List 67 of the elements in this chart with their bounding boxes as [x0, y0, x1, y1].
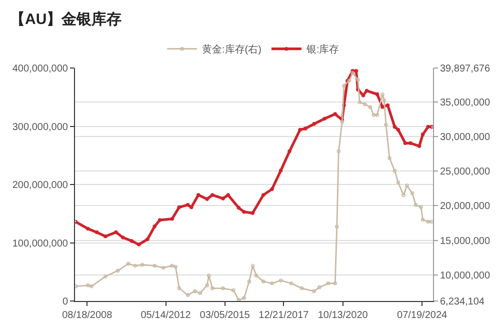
point: [392, 124, 397, 129]
point: [278, 168, 283, 172]
y2-tick-label: 6,234,104: [440, 296, 485, 308]
point: [288, 149, 292, 154]
point: [354, 69, 358, 73]
point: [303, 126, 308, 130]
x-tick-label: 07/19/2024: [397, 310, 448, 321]
y2-tick-label: 10,000,000: [440, 270, 490, 282]
point: [333, 112, 338, 116]
point: [250, 211, 255, 215]
y-tick-label: 100,000,000: [12, 238, 68, 250]
point: [322, 116, 326, 121]
point: [417, 144, 422, 148]
y2-tick-label: 20,000,000: [440, 201, 490, 212]
x-tick-label: 05/14/2012: [140, 310, 192, 321]
point: [158, 218, 162, 222]
point: [104, 234, 108, 238]
point: [121, 236, 125, 240]
point: [380, 105, 384, 109]
x-tick-label: 10/13/2020: [318, 310, 368, 321]
y2-tick-label: 25,000,000: [440, 166, 490, 178]
y2-tick-label: 15,000,000: [440, 236, 490, 247]
y2-tick-label: 35,000,000: [440, 97, 490, 108]
point: [364, 88, 369, 93]
y2-tick-label: 39,897,676: [440, 64, 490, 74]
point: [186, 202, 190, 207]
point: [146, 237, 150, 242]
x-tick-label: 03/05/2015: [200, 310, 250, 321]
x-tick-label: 08/18/2008: [62, 310, 113, 321]
point: [75, 220, 78, 224]
y-tick-label: 0: [62, 296, 68, 308]
point: [226, 193, 230, 197]
y-tick-label: 400,000,000: [12, 64, 68, 74]
point: [196, 193, 200, 197]
y-tick-label: 300,000,000: [12, 122, 68, 133]
point: [270, 187, 274, 192]
point: [152, 224, 156, 228]
x-tick-label: 12/21/2017: [258, 310, 310, 321]
point: [205, 197, 209, 201]
point: [396, 128, 400, 132]
point: [430, 124, 433, 129]
point: [221, 196, 225, 200]
point: [298, 128, 302, 132]
chart-title: 【AU】金银库存: [10, 10, 122, 28]
legend-label: 黄金:库存(右): [202, 44, 262, 56]
y2-tick-label: 30,000,000: [440, 132, 490, 144]
legend-label: 银:库存: [305, 44, 340, 56]
point: [403, 141, 408, 146]
point: [375, 92, 380, 96]
line-series: [75, 69, 433, 246]
point: [130, 239, 134, 243]
point: [86, 226, 90, 231]
point: [312, 122, 316, 126]
point: [420, 132, 425, 136]
point: [114, 230, 118, 234]
y-tick-label: 200,000,000: [12, 180, 68, 191]
point: [94, 230, 99, 234]
point: [170, 216, 174, 221]
point: [236, 206, 241, 210]
point: [136, 242, 141, 246]
point: [426, 124, 430, 129]
point: [177, 205, 182, 210]
point: [408, 141, 412, 146]
point: [242, 210, 246, 214]
point: [356, 88, 360, 92]
point: [210, 193, 214, 197]
point: [261, 193, 266, 197]
